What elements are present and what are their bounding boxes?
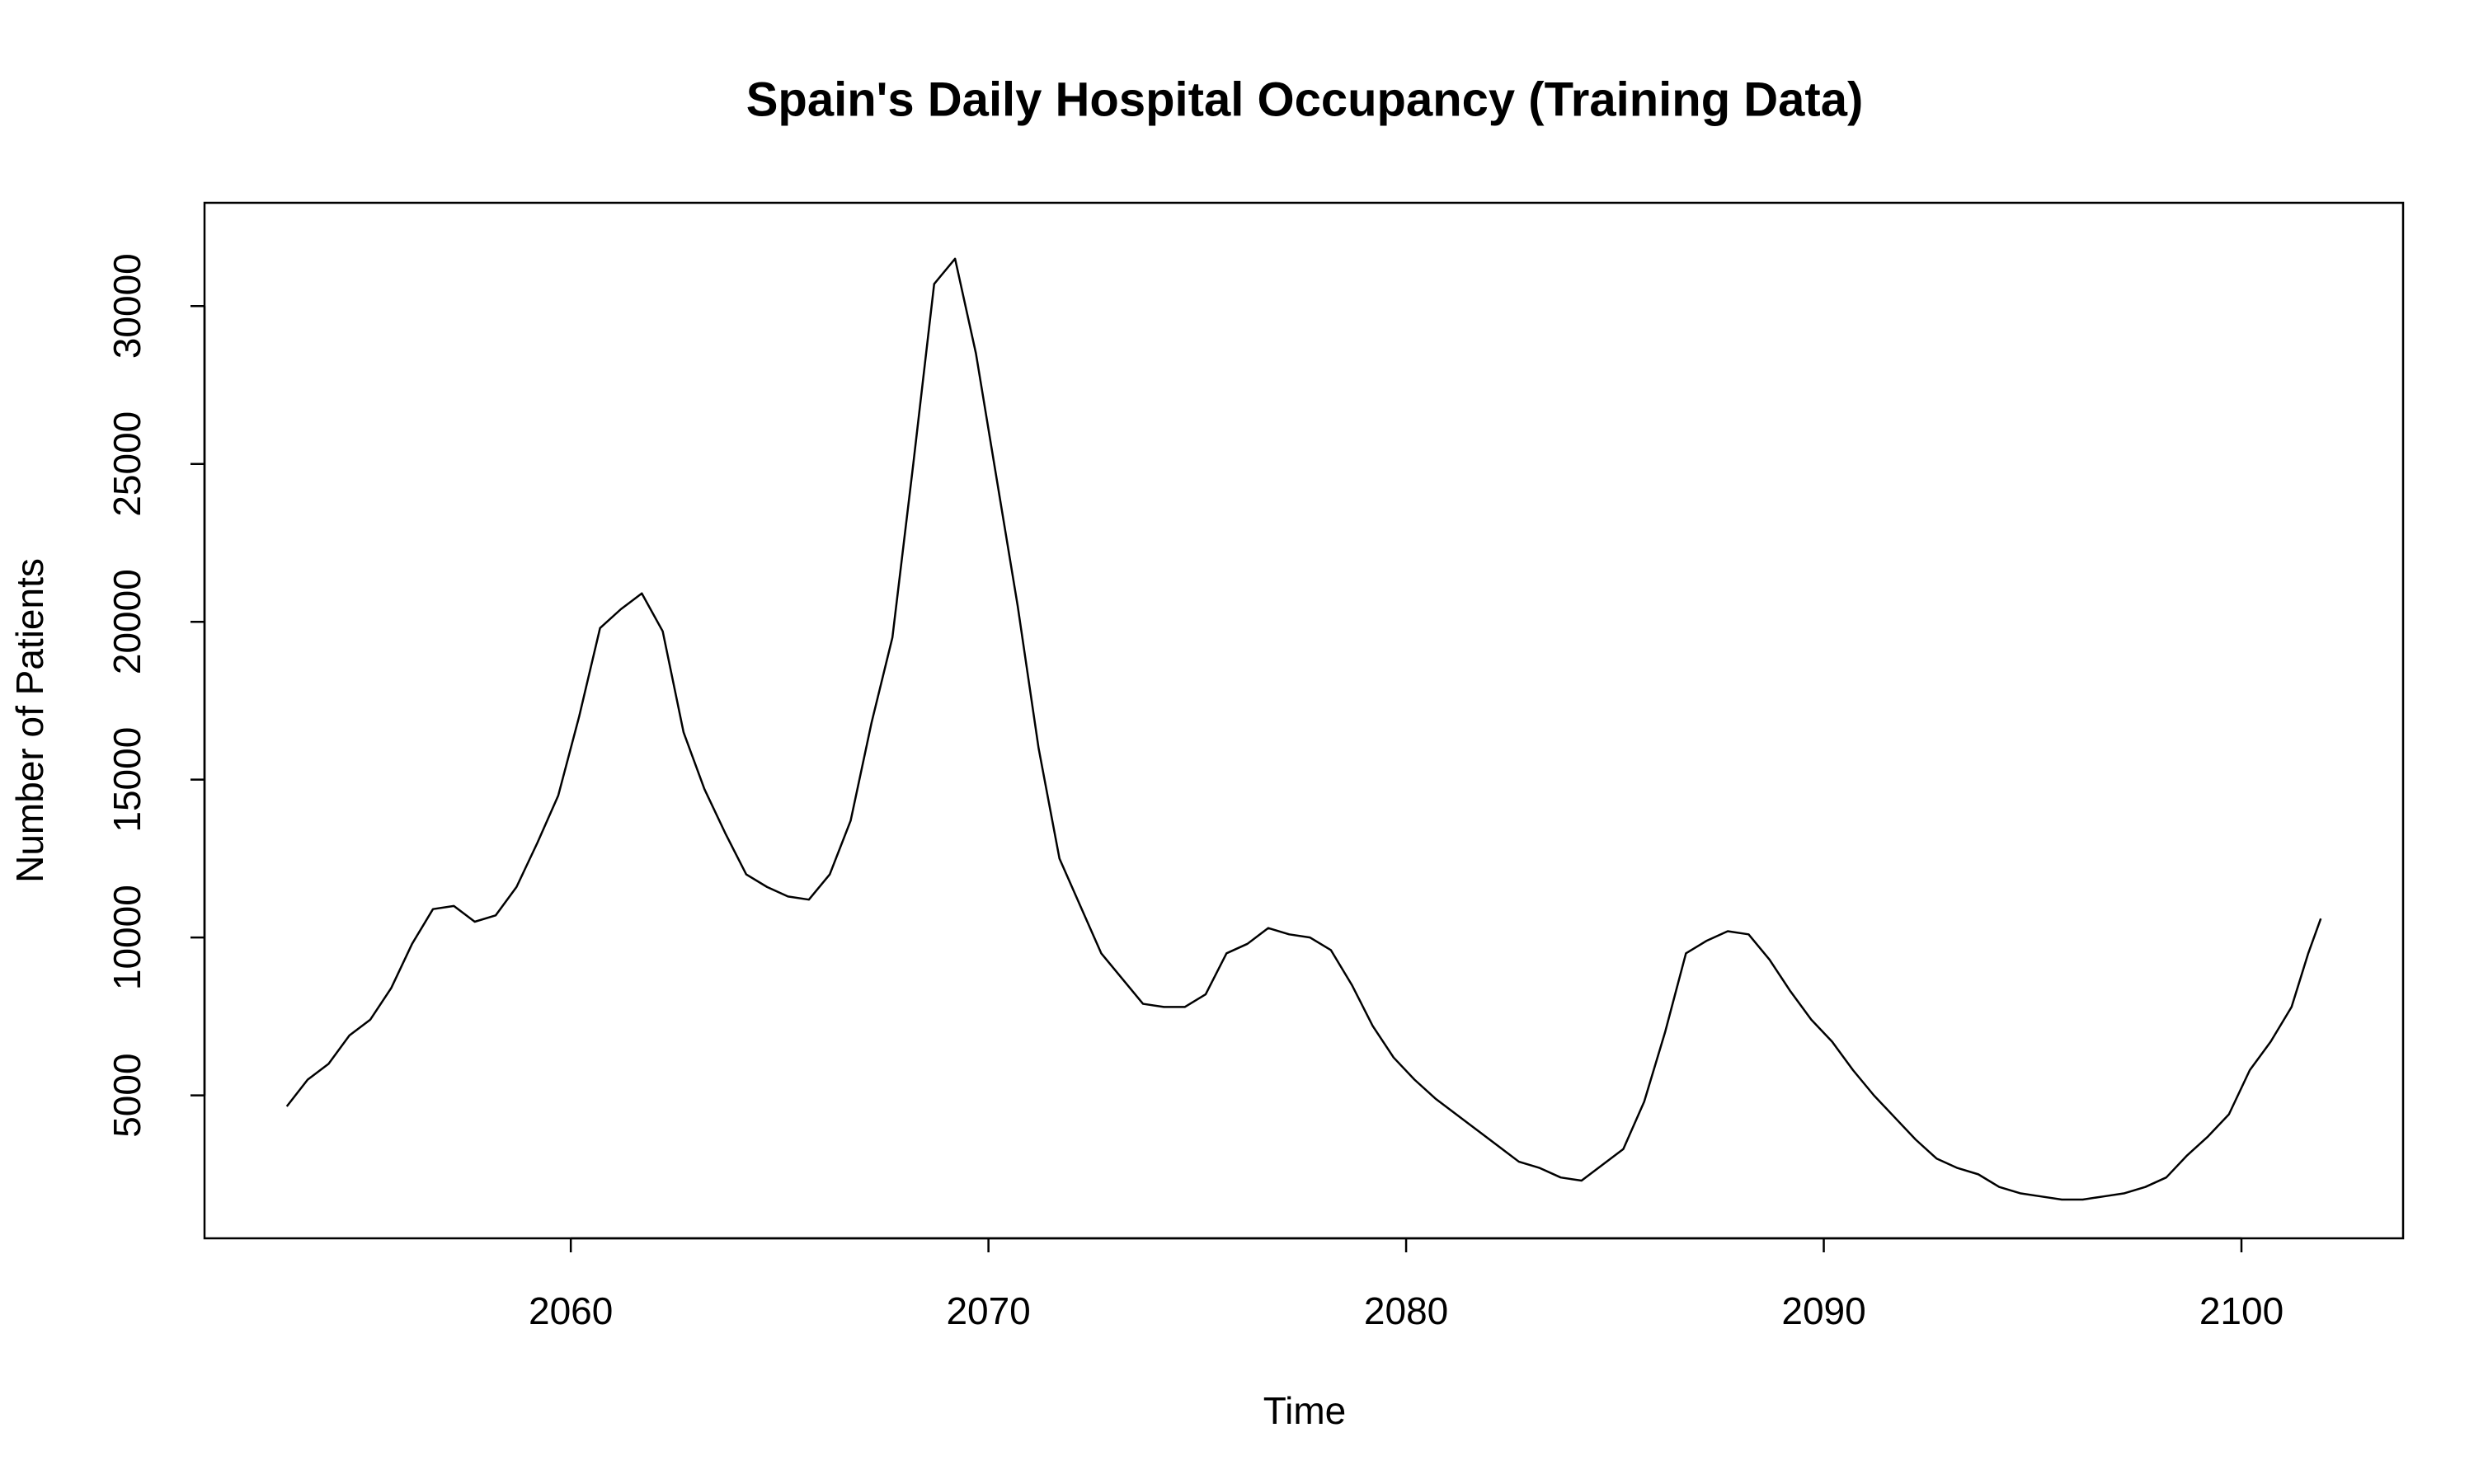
plot-frame <box>203 201 2405 1240</box>
y-tick-label: 5000 <box>106 1053 148 1137</box>
y-tick-label: 25000 <box>106 411 148 517</box>
chart-title: Spain's Daily Hospital Occupancy (Traini… <box>746 73 1864 126</box>
x-axis-label: Time <box>1263 1389 1347 1432</box>
x-tick-label: 2100 <box>2199 1289 2284 1332</box>
y-axis-label: Number of Patients <box>8 558 51 883</box>
y-tick-label: 20000 <box>106 569 148 674</box>
data-line <box>285 257 2322 1201</box>
y-tick-label: 10000 <box>106 885 148 990</box>
x-tick-label: 2090 <box>1781 1289 1865 1332</box>
x-tick-label: 2070 <box>946 1289 1030 1332</box>
y-tick-label: 30000 <box>106 253 148 359</box>
x-tick-label: 2060 <box>529 1289 613 1332</box>
y-tick-label: 15000 <box>106 727 148 833</box>
x-tick-label: 2080 <box>1364 1289 1448 1332</box>
